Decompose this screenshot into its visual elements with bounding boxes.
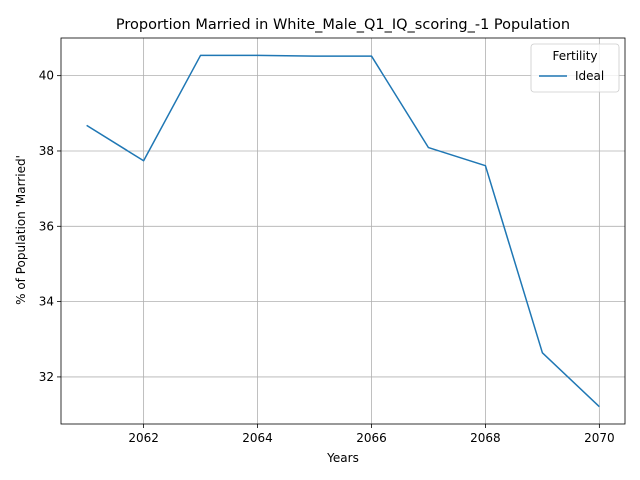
plot-frame: [60, 37, 626, 425]
axis-ticks: 2062 2064 2066 2068 2070 32 34 36 38 40: [39, 69, 615, 445]
legend: Fertility Ideal: [530, 43, 620, 93]
y-tick-label: 36: [39, 219, 54, 233]
x-tick-label: 2066: [356, 431, 387, 445]
x-tick-label: 2068: [470, 431, 501, 445]
x-tick-label: 2064: [242, 431, 273, 445]
y-tick-label: 40: [39, 69, 54, 83]
x-axis-title: Years: [326, 451, 359, 465]
y-tick-label: 38: [39, 144, 54, 158]
y-tick-label: 32: [39, 370, 54, 384]
y-axis-title: % of Population 'Married': [14, 155, 28, 305]
y-tick-label: 34: [39, 295, 54, 309]
chart-title: Proportion Married in White_Male_Q1_IQ_s…: [116, 17, 570, 33]
series-line-ideal: [86, 54, 600, 408]
legend-title: Fertility: [552, 49, 597, 63]
legend-box: [530, 43, 620, 93]
x-tick-label: 2062: [128, 431, 159, 445]
legend-entry-label: Ideal: [575, 69, 604, 83]
x-tick-label: 2070: [584, 431, 615, 445]
series-layer: [86, 54, 600, 408]
